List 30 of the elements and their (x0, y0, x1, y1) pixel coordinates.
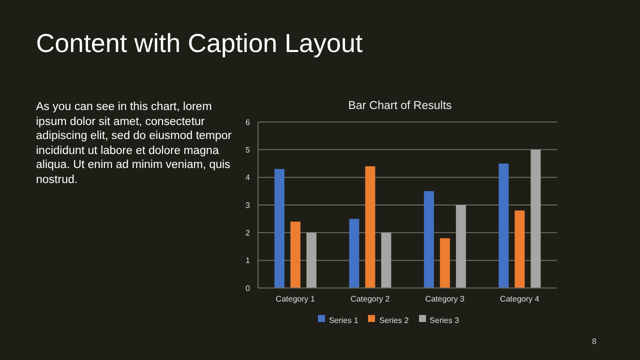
bar (530, 150, 541, 288)
x-tick-label: Category 1 (276, 294, 316, 304)
y-tick-label: 1 (246, 256, 251, 266)
y-tick-label: 5 (246, 146, 251, 155)
bar (424, 191, 434, 288)
y-tick-label: 6 (246, 118, 251, 127)
bar (306, 232, 316, 288)
text: As you can see in this chart, lorem ipsum dolor sit amet, consectetur adipiscing elit, sed do eiusmod tempor incididunt ut labore et dolore magna aliqua. Ut enim ad minim veniam, quis nostrud. (36, 100, 233, 187)
bar (365, 166, 376, 288)
bar (440, 238, 450, 288)
bar (514, 210, 525, 288)
legend-label: Series 1 (328, 316, 358, 325)
legend-label: Series 3 (430, 316, 460, 325)
bar (381, 232, 392, 288)
bar (274, 169, 284, 288)
bar (290, 222, 300, 288)
bar (498, 164, 509, 288)
chart-title: Bar Chart of Results (347, 100, 453, 112)
bar (456, 205, 466, 288)
y-tick-label: 2 (246, 228, 251, 238)
y-tick-label: 4 (246, 173, 251, 182)
x-tick-label: Category 3 (425, 294, 465, 304)
y-tick-label: 3 (246, 200, 251, 210)
bar (349, 218, 360, 288)
legend-label: Series 2 (379, 316, 409, 325)
x-tick-label: Category 4 (500, 294, 540, 304)
y-tick-label: 0 (246, 284, 251, 293)
text: 8 (592, 337, 596, 346)
text: Content with Caption Layout (36, 28, 363, 59)
x-tick-label: Category 2 (350, 294, 390, 304)
